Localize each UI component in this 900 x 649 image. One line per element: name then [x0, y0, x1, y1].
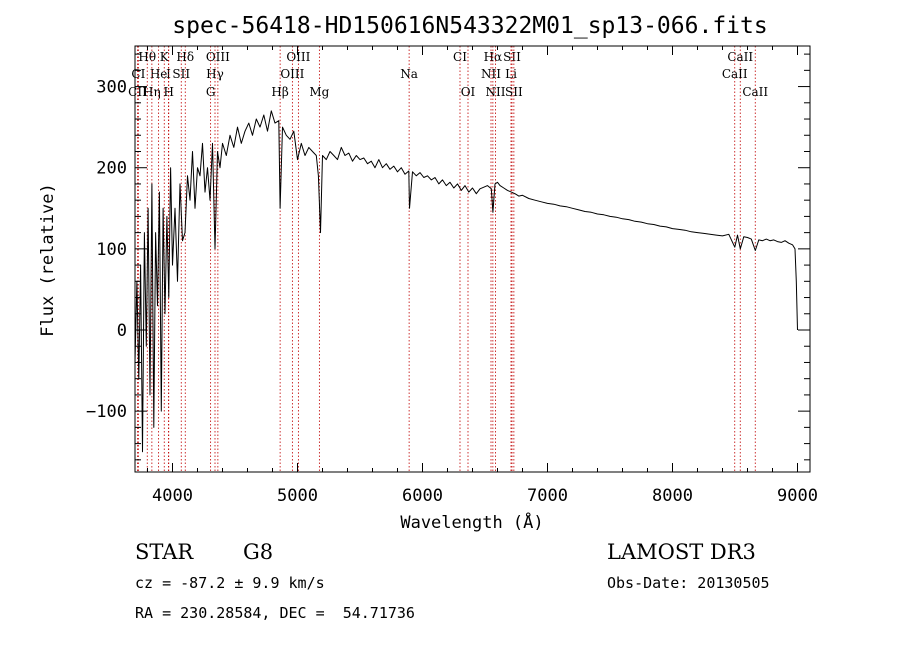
- spectral-line-label: SII: [503, 50, 521, 64]
- axis-ticks: 4000 5000 6000 7000 8000 9000 −100 0 100 200 300: [86, 46, 818, 506]
- spectral-line-label: Li: [505, 67, 517, 81]
- object-type: STAR: [135, 540, 194, 564]
- spectral-line-label: NII: [486, 85, 506, 99]
- survey-name: LAMOST DR3: [607, 540, 756, 564]
- spectral-line-label: CaII: [742, 85, 768, 99]
- redshift-velocity: cz = -87.2 ± 9.9 km/s: [135, 574, 325, 592]
- x-tick-label: 4000: [152, 486, 193, 506]
- spectral-line-label: NII: [481, 67, 501, 81]
- spectral-line-label: H: [164, 85, 174, 99]
- spectrum-line: [134, 110, 798, 453]
- y-tick-label: 200: [96, 159, 127, 179]
- spectral-line-label: CaII: [722, 67, 748, 81]
- spectral-line-label: K: [160, 50, 170, 64]
- y-tick-label: 300: [96, 78, 127, 98]
- x-tick-label: 9000: [777, 486, 818, 506]
- spectral-line-label: Hγ: [206, 67, 224, 81]
- x-tick-label: 7000: [527, 486, 568, 506]
- y-tick-label: 0: [117, 321, 127, 341]
- sky-coordinates: RA = 230.28584, DEC = 54.71736: [135, 604, 415, 622]
- spectral-line-label: OIII: [280, 67, 304, 81]
- spectral-line-label: He: [150, 67, 168, 81]
- y-axis-label: Flux (relative): [38, 183, 58, 337]
- spectral-line-label: CI: [453, 50, 467, 64]
- spectral-line-label: SII: [505, 85, 523, 99]
- spectral-line-label: Hβ: [271, 85, 288, 99]
- y-tick-label: 100: [96, 240, 127, 260]
- spectral-line-label: Hθ: [138, 50, 156, 64]
- spectral-line-label: OIII: [206, 50, 230, 64]
- spectral-line-label: SII: [172, 67, 190, 81]
- spectral-line-label: Hη: [143, 85, 161, 99]
- x-tick-label: 5000: [277, 486, 318, 506]
- x-tick-label: 8000: [652, 486, 693, 506]
- spectral-line-label: Na: [400, 67, 418, 81]
- spectral-line-label: OIII: [286, 50, 310, 64]
- x-tick-label: 6000: [402, 486, 443, 506]
- y-tick-label: −100: [86, 402, 127, 422]
- spectral-subclass: G8: [243, 540, 274, 564]
- spectral-line-label: CaII: [727, 50, 753, 64]
- spectral-line-label: Hδ: [176, 50, 194, 64]
- observation-date: Obs-Date: 20130505: [607, 574, 770, 592]
- spectral-line-label: G: [206, 85, 216, 99]
- spectral-line-markers: HθKHδOIIIOIIICIHαSIICaIICIHeISIIHγOIIINa…: [128, 46, 768, 472]
- x-axis-label: Wavelength (Å): [400, 511, 543, 533]
- spectral-line-label: CI: [131, 67, 145, 81]
- spectral-line-label: CII: [128, 85, 147, 99]
- spectrum-series: [134, 110, 798, 453]
- chart-title: spec-56418-HD150616N543322M01_sp13-066.f…: [172, 13, 767, 39]
- spectral-line-label: Hα: [484, 50, 503, 64]
- spectral-line-label: Mg: [309, 85, 329, 99]
- spectral-line-label: OI: [461, 85, 476, 99]
- plot-frame: [134, 45, 811, 473]
